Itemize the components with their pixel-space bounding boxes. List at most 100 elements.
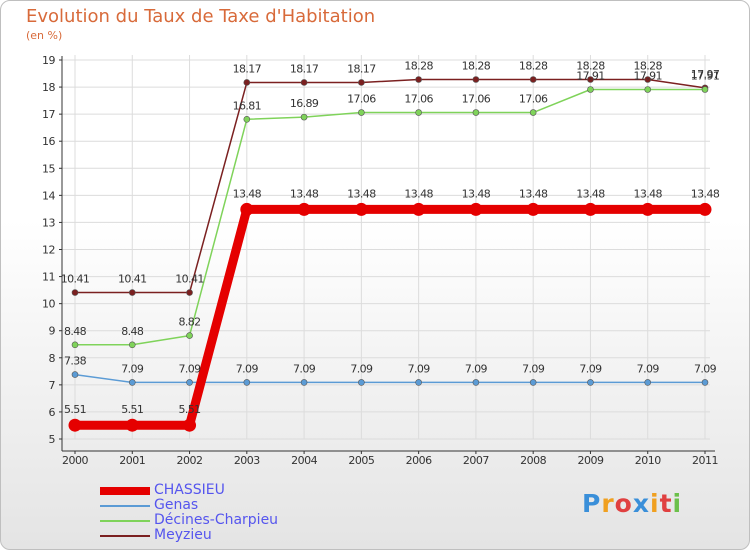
data-label-meyzieu: 18.28	[633, 59, 662, 72]
data-point-decines-charpieu	[587, 86, 594, 93]
legend-swatch-decines-charpieu	[100, 520, 150, 522]
data-point-genas	[128, 379, 136, 386]
y-tick-label: 18	[42, 81, 55, 94]
logo-letter: t	[659, 489, 673, 518]
y-tick-label: 9	[49, 325, 56, 338]
data-point-genas	[472, 379, 480, 386]
legend-swatch-genas	[100, 505, 150, 507]
series-line-chassieu	[75, 204, 705, 430]
logo-letter: i	[672, 489, 683, 518]
y-tick-label: 8	[49, 352, 56, 365]
data-label-chassieu: 13.48	[576, 187, 605, 200]
logo-letter: P	[582, 489, 602, 518]
data-label-chassieu: 13.48	[519, 187, 548, 200]
data-label-decines-charpieu: 8.48	[64, 325, 87, 338]
data-point-decines-charpieu	[472, 109, 480, 116]
data-point-decines-charpieu	[415, 109, 422, 116]
data-label-meyzieu: 18.17	[233, 62, 262, 75]
data-point-decines-charpieu	[701, 86, 709, 93]
data-label-decines-charpieu: 17.06	[462, 93, 491, 106]
y-tick-label: 17	[42, 108, 55, 121]
data-label-chassieu: 13.48	[633, 187, 662, 200]
chart-title: Evolution du Taux de Taxe d'Habitation	[26, 6, 376, 27]
y-tick-label: 15	[42, 162, 55, 175]
data-label-meyzieu: 18.17	[290, 62, 319, 75]
data-label-decines-charpieu: 17.91	[576, 70, 605, 83]
y-tick-label: 14	[42, 189, 55, 202]
y-tick-label: 12	[42, 244, 55, 257]
x-tick-label: 2002	[177, 454, 203, 467]
data-label-meyzieu: 18.28	[404, 59, 433, 72]
data-point-meyzieu	[358, 79, 365, 86]
data-label-genas: 7.09	[465, 362, 488, 375]
data-label-chassieu: 13.48	[290, 187, 319, 200]
data-point-meyzieu	[243, 79, 251, 86]
x-tick-label: 2000	[62, 454, 88, 467]
x-tick-label: 2010	[635, 454, 661, 467]
data-label-genas: 7.09	[350, 362, 373, 375]
data-label-genas: 7.09	[694, 362, 717, 375]
data-point-genas	[71, 371, 79, 378]
data-point-decines-charpieu	[243, 115, 251, 123]
data-label-decines-charpieu: 8.48	[121, 325, 144, 338]
data-point-decines-charpieu	[71, 341, 79, 349]
data-point-chassieu	[412, 202, 426, 216]
proxiti-logo[interactable]: Proxiti	[582, 489, 682, 518]
data-label-meyzieu: 18.28	[576, 59, 605, 72]
legend-swatch-meyzieu	[100, 535, 150, 537]
y-tick-label: 16	[42, 135, 55, 148]
data-point-genas	[300, 379, 308, 386]
data-label-chassieu: 5.51	[121, 403, 143, 416]
data-label-chassieu: 5.51	[64, 403, 86, 416]
data-label-decines-charpieu: 17.06	[347, 93, 376, 106]
y-tick-label: 5	[49, 433, 56, 446]
data-label-genas: 7.09	[121, 362, 144, 375]
data-point-meyzieu	[128, 289, 136, 296]
data-label-meyzieu: 18.17	[347, 62, 376, 75]
data-label-chassieu: 13.48	[404, 187, 433, 200]
x-tick-label: 2004	[291, 454, 317, 467]
data-label-meyzieu: 17.97	[691, 68, 720, 81]
data-label-genas: 7.09	[236, 362, 259, 375]
data-point-chassieu	[68, 418, 82, 432]
logo-letter: x	[632, 489, 650, 518]
y-tick-label: 19	[42, 54, 55, 67]
data-point-meyzieu	[529, 76, 537, 83]
data-point-meyzieu	[472, 76, 480, 83]
x-tick-label: 2009	[577, 454, 603, 467]
series-line-meyzieu	[75, 78, 706, 294]
data-point-decines-charpieu	[529, 109, 537, 116]
y-tick-label: 6	[49, 406, 56, 419]
data-point-decines-charpieu	[300, 113, 308, 121]
series-line-genas	[74, 373, 705, 384]
data-point-chassieu	[183, 418, 197, 432]
series-line-decines-charpieu	[75, 88, 705, 346]
data-label-decines-charpieu: 8.82	[178, 316, 200, 329]
legend-label-genas: Genas	[154, 497, 199, 513]
x-tick-label: 2001	[119, 454, 145, 467]
data-point-decines-charpieu	[644, 86, 652, 93]
data-label-genas: 7.09	[579, 362, 602, 375]
y-tick-label: 10	[42, 298, 55, 311]
y-axis-unit-label: (en %)	[26, 29, 63, 42]
data-label-meyzieu: 10.41	[175, 273, 204, 286]
data-label-decines-charpieu: 17.91	[691, 70, 720, 83]
y-tick-label: 13	[42, 216, 55, 229]
data-label-genas: 7.09	[522, 362, 545, 375]
data-point-genas	[701, 379, 709, 386]
x-tick-label: 2011	[692, 454, 718, 467]
data-point-meyzieu	[587, 76, 594, 83]
data-point-genas	[415, 379, 422, 386]
legend-label-decines-charpieu: Décines-Charpieu	[154, 512, 279, 528]
data-point-decines-charpieu	[186, 332, 193, 339]
data-label-genas: 7.09	[637, 362, 660, 375]
data-point-chassieu	[698, 202, 712, 216]
data-label-decines-charpieu: 17.91	[633, 70, 662, 83]
data-point-meyzieu	[300, 79, 308, 86]
data-point-chassieu	[240, 202, 254, 216]
legend-label-chassieu: CHASSIEU	[154, 482, 225, 498]
data-point-chassieu	[583, 202, 597, 216]
data-point-meyzieu	[415, 76, 422, 83]
